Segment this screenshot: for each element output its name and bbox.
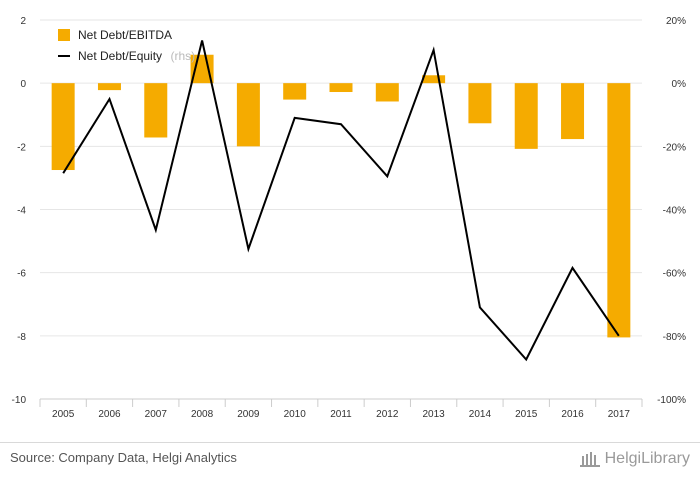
- x-tick-label: 2016: [561, 409, 584, 420]
- right-axis: 20% 0% -20% -40% -60% -80% -100%: [657, 16, 686, 406]
- x-tick-label: 2007: [145, 409, 168, 420]
- right-tick-label: -100%: [657, 395, 686, 406]
- bar-2010: [283, 83, 307, 100]
- x-axis: 2005 2006 2007 2008 2009 2010 2011 2012 2013 2014…: [39, 398, 643, 420]
- bar-2007: [144, 83, 168, 138]
- left-tick-label: 0: [20, 79, 26, 90]
- left-tick-label: 2: [20, 16, 26, 27]
- logo-text: HelgiLibrary: [604, 450, 690, 467]
- x-tick-label: 2009: [237, 409, 260, 420]
- right-tick-label: -40%: [663, 206, 686, 217]
- bar-2009: [236, 83, 260, 147]
- combo-chart: 2005 2006 2007 2008 2009 2010 2011 2012 2013 2014…: [12, 16, 687, 420]
- left-axis: 2 0 -2 -4 -6 -8 -10: [12, 16, 27, 406]
- left-tick-label: -2: [17, 142, 26, 153]
- bar-2015: [514, 83, 538, 149]
- x-tick-label: 2015: [515, 409, 538, 420]
- helgi-library-logo: HelgiLibrary: [579, 448, 690, 470]
- bar-2014: [468, 83, 492, 124]
- legend-rhs-note: (rhs): [171, 49, 196, 63]
- x-tick-label: 2008: [191, 409, 214, 420]
- right-tick-label: 0%: [672, 79, 687, 90]
- legend-label-text: Net Debt/Equity: [78, 49, 162, 63]
- x-tick-label: 2013: [422, 409, 445, 420]
- left-tick-label: -8: [17, 332, 26, 343]
- legend: Net Debt/EBITDA Net Debt/Equity (rhs): [58, 28, 195, 64]
- bar-2012: [375, 83, 399, 102]
- left-tick-label: -10: [12, 395, 27, 406]
- library-building-icon: [579, 452, 600, 467]
- footer-divider: [0, 442, 700, 443]
- grid-lines: [40, 19, 642, 337]
- line-series-net-debt-equity: [62, 40, 620, 362]
- right-tick-label: -80%: [663, 332, 686, 343]
- legend-label-net-debt-equity: Net Debt/Equity (rhs): [78, 47, 195, 64]
- bar-2011: [329, 83, 353, 93]
- bar-2006: [97, 83, 121, 91]
- x-tick-label: 2010: [284, 409, 307, 420]
- bar-2005: [51, 83, 75, 171]
- x-tick-label: 2005: [52, 409, 75, 420]
- bar-2017: [607, 83, 631, 338]
- x-tick-label: 2006: [98, 409, 121, 420]
- left-tick-label: -4: [17, 206, 26, 217]
- right-tick-label: -20%: [663, 142, 686, 153]
- bar-2013: [422, 75, 446, 84]
- x-tick-label: 2017: [608, 409, 631, 420]
- right-tick-label: 20%: [666, 16, 686, 27]
- bar-2016: [561, 83, 585, 140]
- left-tick-label: -6: [17, 269, 26, 280]
- x-tick-label: 2011: [330, 409, 352, 420]
- x-tick-label: 2012: [376, 409, 399, 420]
- x-tick-label: 2014: [469, 409, 492, 420]
- bar-series-net-debt-ebitda: [51, 54, 631, 338]
- right-tick-label: -60%: [663, 269, 686, 280]
- legend-label-net-debt-ebitda: Net Debt/EBITDA: [78, 28, 172, 42]
- legend-swatch-bar: [58, 29, 70, 41]
- source-note: Source: Company Data, Helgi Analytics: [10, 450, 237, 465]
